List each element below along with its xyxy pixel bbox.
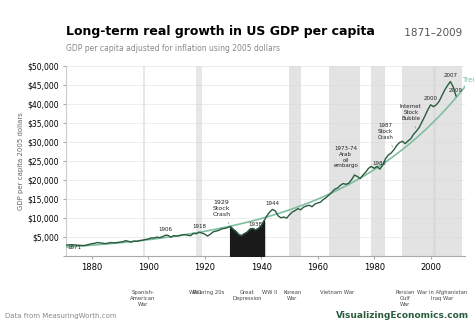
Text: 1929
Stock
Crash: 1929 Stock Crash — [213, 200, 231, 224]
Text: Spanish-
American
War: Spanish- American War — [130, 290, 155, 307]
Bar — [143, 66, 146, 256]
Text: Great
Depression: Great Depression — [232, 290, 262, 301]
Text: Vietnam War: Vietnam War — [320, 290, 355, 295]
Text: 2007: 2007 — [443, 73, 457, 82]
Text: 1918: 1918 — [192, 224, 206, 232]
Text: Korean
War: Korean War — [283, 290, 301, 301]
Text: 1871: 1871 — [68, 245, 82, 250]
Text: 1973-74
Arab
oil
embargo: 1973-74 Arab oil embargo — [334, 146, 358, 175]
Text: WW II: WW II — [262, 290, 277, 295]
Text: 1906: 1906 — [158, 227, 172, 235]
Text: 2000: 2000 — [424, 96, 438, 105]
Text: VisualizingEconomics.com: VisualizingEconomics.com — [336, 311, 469, 320]
Text: 1987
Stock
Crash: 1987 Stock Crash — [377, 123, 393, 147]
Text: 1938: 1938 — [248, 222, 263, 230]
Text: Persian
Gulf
War: Persian Gulf War — [395, 290, 415, 307]
Text: 2009: 2009 — [449, 88, 463, 96]
Text: Roaring 20s: Roaring 20s — [193, 290, 225, 295]
Text: Long-term real growth in US GDP per capita: Long-term real growth in US GDP per capi… — [66, 25, 375, 38]
Y-axis label: GDP per capita 2005 dollars: GDP per capita 2005 dollars — [18, 112, 24, 210]
Text: 1871–2009: 1871–2009 — [401, 28, 462, 38]
Bar — [329, 66, 360, 256]
Text: 1944: 1944 — [265, 201, 280, 209]
Text: WW1: WW1 — [189, 290, 203, 295]
Text: Internet
Stock
Bubble: Internet Stock Bubble — [400, 104, 422, 128]
Bar — [402, 66, 436, 256]
Text: GDP per capita adjusted for inflation using 2005 dollars: GDP per capita adjusted for inflation us… — [66, 44, 280, 53]
Text: Trendline: Trendline — [462, 77, 474, 83]
Bar — [196, 66, 202, 256]
Bar — [290, 66, 301, 256]
Text: Data from MeasuringWorth.com: Data from MeasuringWorth.com — [5, 313, 116, 319]
Text: 1982: 1982 — [373, 161, 387, 169]
Text: War in Afghanistan
Iraq War: War in Afghanistan Iraq War — [417, 290, 467, 301]
Bar — [433, 66, 462, 256]
Bar — [371, 66, 385, 256]
